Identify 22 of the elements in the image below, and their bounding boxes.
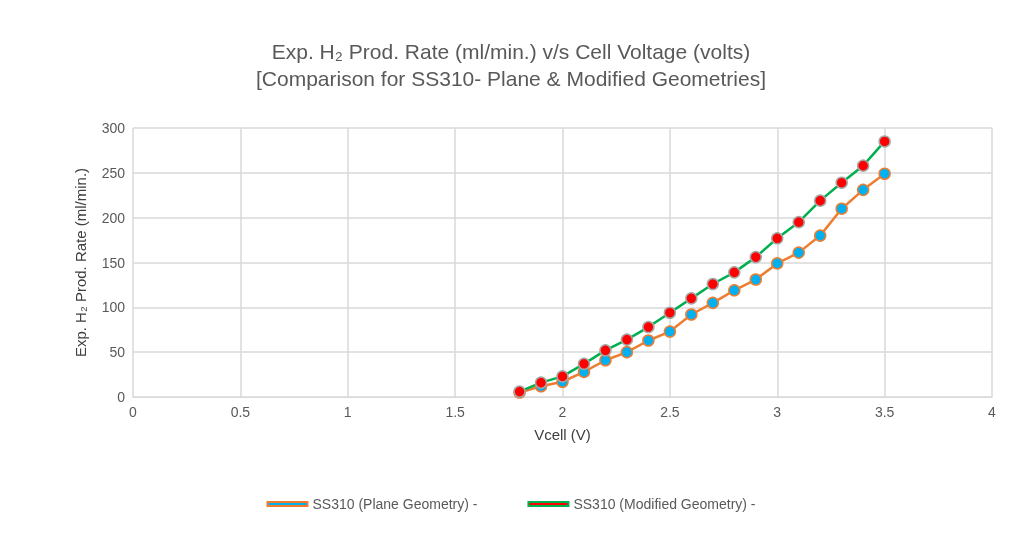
- chart-subtitle: [Comparison for SS310- Plane & Modified Geometries]: [255, 67, 767, 90]
- y-tick-label: 300: [101, 120, 126, 136]
- y-tick-label: 200: [101, 209, 126, 226]
- x-tick-label: 1: [343, 404, 352, 420]
- y-tick-label: 50: [109, 344, 126, 361]
- x-tick-label: 1.5: [445, 404, 466, 420]
- x-tick-label: 4: [988, 404, 997, 420]
- legend-label: SS310 (Plane Geometry) -: [312, 496, 478, 512]
- x-tick-label: 2: [558, 404, 567, 420]
- x-tick-label: 2.5: [660, 404, 680, 420]
- x-tick-label: 0: [129, 404, 138, 420]
- y-tick-label: 150: [101, 254, 126, 271]
- x-axis-title: Vcell (V): [534, 426, 591, 443]
- x-tick-label: 3.5: [874, 404, 895, 420]
- y-axis-title: Exp. H₂ Prod. Rate (ml/min.): [72, 167, 89, 358]
- x-tick-label: 0.5: [230, 404, 251, 420]
- y-tick-label: 100: [101, 299, 126, 316]
- y-tick-label: 250: [101, 164, 126, 181]
- x-tick-label: 3: [773, 404, 782, 420]
- y-tick-label: 0: [117, 389, 126, 405]
- legend-label: SS310 (Modified Geometry) -: [573, 496, 756, 512]
- chart-title: Exp. H₂ Prod. Rate (ml/min.) v/s Cell Voltage (volts): [271, 40, 751, 63]
